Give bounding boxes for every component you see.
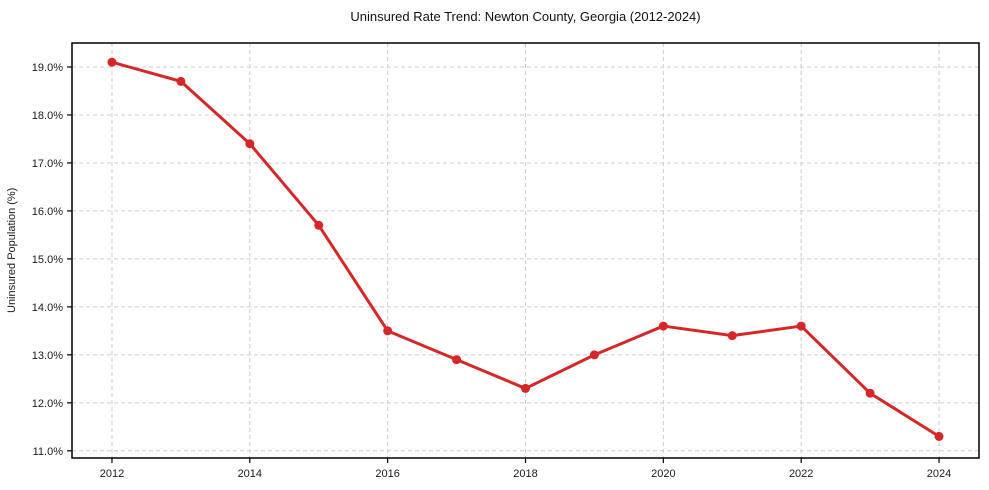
y-tick-label: 18.0% xyxy=(32,110,63,122)
x-tick-label: 2022 xyxy=(789,468,813,480)
data-point-marker xyxy=(521,383,530,393)
x-tick-label: 2024 xyxy=(927,468,951,480)
x-tick-label: 2014 xyxy=(238,468,262,480)
x-tick-label: 2012 xyxy=(100,468,124,480)
data-point-marker xyxy=(796,321,806,331)
data-point-marker xyxy=(589,350,599,360)
y-tick-label: 14.0% xyxy=(32,302,63,314)
y-tick-label: 15.0% xyxy=(32,254,63,266)
data-point-marker xyxy=(934,431,944,441)
data-point-marker xyxy=(452,355,462,365)
y-tick-label: 11.0% xyxy=(33,446,64,458)
y-tick-label: 16.0% xyxy=(32,206,63,218)
x-tick-label: 2020 xyxy=(651,468,675,480)
data-point-marker xyxy=(176,76,186,86)
y-tick-label: 13.0% xyxy=(32,350,63,362)
data-point-marker xyxy=(383,326,393,336)
x-tick-label: 2016 xyxy=(375,468,399,480)
data-point-marker xyxy=(865,388,875,398)
data-point-marker xyxy=(107,57,117,67)
x-tick-label: 2018 xyxy=(513,468,537,480)
y-tick-label: 12.0% xyxy=(32,398,63,410)
y-tick-label: 17.0% xyxy=(32,158,63,170)
y-tick-label: 19.0% xyxy=(32,62,63,74)
data-point-marker xyxy=(658,321,668,331)
data-point-marker xyxy=(727,331,737,341)
data-point-marker xyxy=(245,139,255,149)
data-point-marker xyxy=(314,220,324,230)
chart-title: Uninsured Rate Trend: Newton County, Geo… xyxy=(350,9,701,24)
